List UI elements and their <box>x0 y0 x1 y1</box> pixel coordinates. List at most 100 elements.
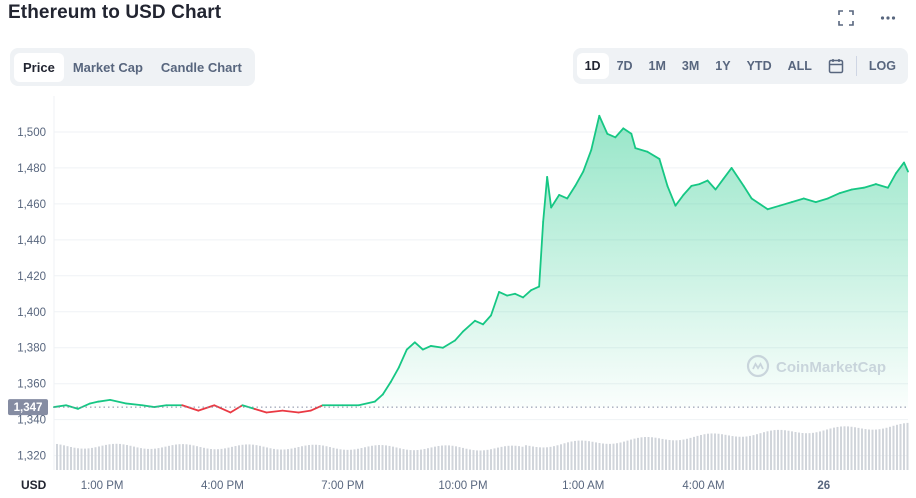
volume-bar <box>805 433 807 470</box>
x-tick-label: 4:00 AM <box>682 480 724 492</box>
price-line-segment <box>778 201 793 207</box>
volume-bar <box>262 446 265 470</box>
volume-bar <box>217 449 219 470</box>
price-line-segment <box>474 319 484 326</box>
volume-bar <box>266 447 268 470</box>
price-line-segment <box>197 404 216 412</box>
price-line-segment <box>558 193 569 200</box>
volume-bar <box>640 437 643 470</box>
price-line-segment <box>895 161 905 175</box>
chart-actions <box>836 8 898 28</box>
fullscreen-icon[interactable] <box>836 8 856 28</box>
volume-bar <box>129 445 132 470</box>
price-line-segment <box>229 404 244 414</box>
volume-bar <box>731 436 734 470</box>
volume-bar <box>619 442 622 470</box>
volume-bar <box>801 432 804 470</box>
volume-bar <box>178 444 181 470</box>
volume-bar <box>430 447 433 470</box>
range-3m-button[interactable]: 3M <box>681 59 700 73</box>
tab-candle-chart[interactable]: Candle Chart <box>160 59 242 75</box>
volume-bar <box>889 426 891 470</box>
volume-bar <box>749 435 751 470</box>
volume-bar <box>777 429 779 470</box>
volume-bar <box>588 441 590 470</box>
tab-market-cap[interactable]: Market Cap <box>72 59 143 75</box>
volume-bar <box>147 448 149 470</box>
price-line-segment <box>550 193 561 209</box>
volume-bar <box>850 426 853 470</box>
reference-price-label: 1,347 <box>14 402 43 414</box>
volume-bar <box>549 446 552 470</box>
volume-bar <box>693 436 695 470</box>
volume-bar <box>108 444 111 470</box>
chart-type-tabs: Price Market Cap Candle Chart <box>10 48 255 86</box>
volume-bar <box>574 440 576 470</box>
volume-bar <box>479 450 482 470</box>
volume-bar <box>528 445 531 470</box>
volume-bar <box>112 443 114 470</box>
volume-bar <box>808 433 811 470</box>
volume-bar <box>763 432 765 470</box>
volume-bar <box>518 446 520 470</box>
volume-bar <box>658 438 660 470</box>
volume-bar <box>724 434 727 470</box>
volume-bar <box>623 441 625 470</box>
tab-price[interactable]: Price <box>14 52 64 82</box>
volume-bar <box>437 445 440 470</box>
log-scale-button[interactable]: LOG <box>868 59 896 73</box>
volume-bar <box>689 437 692 470</box>
volume-bar <box>609 443 611 470</box>
volume-bar <box>598 443 601 470</box>
range-1y-button[interactable]: 1Y <box>715 59 731 73</box>
price-line-segment <box>574 170 585 187</box>
volume-bar <box>815 432 818 470</box>
range-7d-button[interactable]: 7D <box>616 59 633 73</box>
price-line-segment <box>373 393 384 403</box>
volume-bar <box>91 447 93 470</box>
volume-bar <box>514 445 517 470</box>
price-line-segment <box>766 204 781 211</box>
volume-bar <box>276 449 279 470</box>
range-all-button[interactable]: ALL <box>787 59 812 73</box>
volume-bar <box>868 429 870 470</box>
range-ytd-button[interactable]: YTD <box>746 59 772 73</box>
volume-bar <box>822 430 825 470</box>
volume-bar <box>605 443 608 470</box>
range-1m-button[interactable]: 1M <box>648 59 666 73</box>
volume-bar <box>360 448 363 470</box>
calendar-icon[interactable] <box>820 52 852 80</box>
volume-bar <box>59 444 62 470</box>
y-tick-label: 1,440 <box>17 235 46 247</box>
price-line-segment <box>482 314 492 326</box>
volume-bar <box>899 423 902 470</box>
y-tick-label: 1,460 <box>17 199 46 211</box>
volume-bar <box>647 437 650 470</box>
volume-bar <box>122 444 125 470</box>
price-line-segment <box>397 348 408 369</box>
volume-bar <box>399 448 401 470</box>
volume-bar <box>462 447 464 470</box>
price-line-segment <box>309 404 324 412</box>
price-line-segment <box>875 183 889 189</box>
volume-bar <box>374 445 377 470</box>
price-line-segment <box>506 292 516 297</box>
more-options-icon[interactable] <box>878 8 898 28</box>
volume-bar <box>402 449 405 470</box>
volume-bar <box>759 433 762 470</box>
price-line-segment <box>498 291 508 297</box>
volume-bar <box>476 450 478 470</box>
volume-bar <box>77 448 79 470</box>
price-line-segment <box>181 404 200 412</box>
price-line-segment <box>542 176 549 223</box>
y-tick-label: 1,480 <box>17 163 46 175</box>
volume-bar <box>238 445 240 470</box>
price-line-segment <box>826 192 841 200</box>
price-line-segment <box>646 150 661 160</box>
volume-bar <box>577 440 580 470</box>
price-line-segment <box>598 114 609 135</box>
volume-bar <box>682 439 685 470</box>
x-tick-label: 7:00 PM <box>321 480 364 492</box>
range-1d-button[interactable]: 1D <box>576 53 609 79</box>
